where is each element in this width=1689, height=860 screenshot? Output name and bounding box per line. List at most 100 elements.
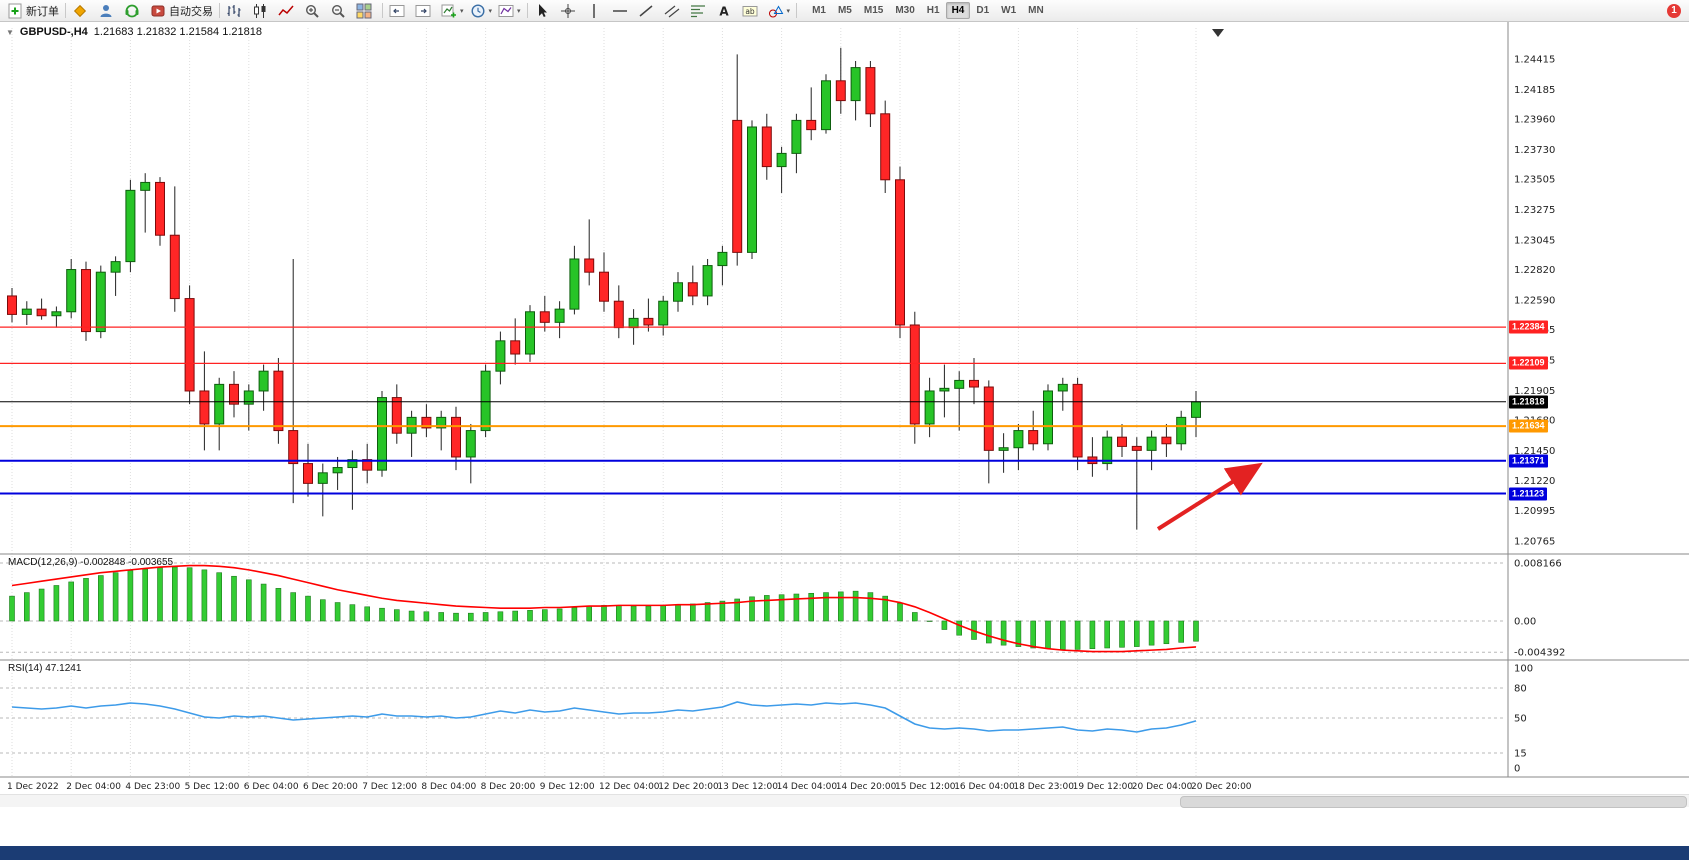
toolbar-separator bbox=[526, 3, 528, 18]
price-tag-1.21634[interactable]: 1.21634 bbox=[1509, 419, 1548, 433]
one-click-trading-icon[interactable]: ▼ bbox=[6, 27, 14, 37]
step-forward-button[interactable] bbox=[412, 0, 438, 21]
shapes-icon bbox=[768, 3, 784, 19]
zoom-in-button[interactable] bbox=[301, 0, 327, 21]
linechart-icon bbox=[278, 3, 294, 19]
svg-text:18 Dec 23:00: 18 Dec 23:00 bbox=[1013, 782, 1074, 792]
horizontal-line-button[interactable] bbox=[609, 0, 635, 21]
new-order-button[interactable]: 新订单 bbox=[4, 0, 62, 21]
svg-text:1.23960: 1.23960 bbox=[1514, 115, 1555, 126]
crosshair-button[interactable] bbox=[557, 0, 583, 21]
search-button[interactable] bbox=[1634, 0, 1660, 21]
svg-text:1.24185: 1.24185 bbox=[1514, 85, 1555, 96]
tab-timeframe-MN[interactable]: MN bbox=[1028, 5, 1044, 16]
zoom-out-button[interactable] bbox=[327, 0, 353, 21]
trend-arrow-annotation[interactable] bbox=[1156, 462, 1263, 531]
svg-text:13 Dec 12:00: 13 Dec 12:00 bbox=[717, 782, 778, 792]
horizontal-level-lines[interactable] bbox=[0, 326, 1506, 495]
scrollbar-thumb[interactable] bbox=[1180, 796, 1687, 808]
shapes-button[interactable]: ▾ bbox=[765, 0, 794, 21]
svg-text:1.23275: 1.23275 bbox=[1514, 205, 1555, 216]
tab-timeframe-D1[interactable]: D1 bbox=[976, 5, 990, 16]
periods-button[interactable]: ▾ bbox=[467, 0, 496, 21]
svg-text:1.21220: 1.21220 bbox=[1514, 476, 1555, 487]
price-tag-1.21371[interactable]: 1.21371 bbox=[1509, 454, 1548, 468]
tab-timeframe-W1[interactable]: W1 bbox=[1001, 5, 1017, 16]
chevron-down-icon: ▾ bbox=[786, 7, 791, 15]
templates-button[interactable]: ▾ bbox=[495, 0, 524, 21]
stepback-icon bbox=[389, 3, 405, 19]
svg-text:12 Dec 04:00: 12 Dec 04:00 bbox=[599, 782, 660, 792]
svg-text:15 Dec 12:00: 15 Dec 12:00 bbox=[895, 782, 956, 792]
bar-chart-button[interactable] bbox=[223, 0, 249, 21]
svg-text:14 Dec 20:00: 14 Dec 20:00 bbox=[836, 782, 897, 792]
price-tag-1.21818[interactable]: 1.21818 bbox=[1509, 395, 1548, 409]
chevron-down-icon: ▾ bbox=[460, 7, 464, 15]
tab-timeframe-M5[interactable]: M5 bbox=[837, 5, 852, 16]
tab-timeframe-M1[interactable]: M1 bbox=[812, 5, 826, 16]
svg-text:16 Dec 04:00: 16 Dec 04:00 bbox=[954, 782, 1015, 792]
autotrading-button[interactable]: 自动交易 bbox=[147, 0, 216, 21]
cursor-button[interactable] bbox=[531, 0, 557, 21]
fibonacci-button[interactable] bbox=[687, 0, 713, 21]
rsi-panel bbox=[0, 687, 1506, 754]
stepfwd-icon bbox=[415, 3, 431, 19]
channel-icon bbox=[664, 3, 680, 19]
step-back-button[interactable] bbox=[386, 0, 412, 21]
candlestick-chart-button[interactable] bbox=[249, 0, 275, 21]
new-order-button-label: 新订单 bbox=[26, 5, 59, 18]
svg-text:1.23505: 1.23505 bbox=[1514, 175, 1555, 186]
text-label-button[interactable]: ab bbox=[739, 0, 765, 21]
axes[interactable]: 1.24415 1.24185 1.23960 1.23730 1.23505 1.232… bbox=[0, 22, 1689, 792]
toolbar-separator bbox=[382, 3, 383, 18]
price-tag-1.22384[interactable]: 1.22384 bbox=[1509, 320, 1548, 334]
svg-text:8 Dec 20:00: 8 Dec 20:00 bbox=[481, 782, 536, 792]
data-window-button[interactable] bbox=[95, 0, 121, 21]
newchart-icon bbox=[441, 3, 457, 19]
tile-windows-button[interactable] bbox=[353, 0, 379, 21]
trendline-button[interactable] bbox=[635, 0, 661, 21]
chevron-down-icon: ▾ bbox=[517, 7, 521, 15]
autotrading-button-label: 自动交易 bbox=[169, 5, 213, 18]
svg-text:1.23730: 1.23730 bbox=[1514, 145, 1555, 156]
vertical-line-button[interactable] bbox=[583, 0, 609, 21]
horizontal-scrollbar[interactable] bbox=[0, 794, 1689, 808]
svg-text:1.21450: 1.21450 bbox=[1514, 446, 1555, 457]
bars-icon bbox=[226, 3, 242, 19]
price-tag-1.22109[interactable]: 1.22109 bbox=[1509, 356, 1548, 370]
tab-timeframe-M15[interactable]: M15 bbox=[863, 5, 884, 16]
candlestick-series bbox=[7, 29, 1224, 530]
text-button[interactable]: A bbox=[713, 0, 739, 21]
macd-panel bbox=[0, 562, 1506, 653]
svg-text:20 Dec 04:00: 20 Dec 04:00 bbox=[1132, 782, 1193, 792]
tab-timeframe-M30[interactable]: M30 bbox=[895, 5, 915, 16]
notification-badge[interactable]: 1 bbox=[1667, 3, 1681, 18]
toolbar-separator bbox=[796, 3, 798, 18]
support-button[interactable] bbox=[121, 0, 147, 21]
svg-text:4 Dec 23:00: 4 Dec 23:00 bbox=[125, 782, 180, 792]
svg-text:5 Dec 12:00: 5 Dec 12:00 bbox=[185, 782, 240, 792]
tile-icon bbox=[356, 3, 372, 19]
ohlc-values: 1.21683 1.21832 1.21584 1.21818 bbox=[93, 26, 262, 38]
autotrading-icon bbox=[150, 3, 166, 19]
svg-text:0: 0 bbox=[1514, 764, 1520, 775]
line-chart-button[interactable] bbox=[275, 0, 301, 21]
new-chart-button[interactable]: ▾ bbox=[438, 0, 467, 21]
template-icon bbox=[498, 3, 514, 19]
profile-icon bbox=[98, 3, 114, 19]
tab-timeframe-H1[interactable]: H1 bbox=[926, 5, 940, 16]
svg-text:7 Dec 12:00: 7 Dec 12:00 bbox=[362, 782, 417, 792]
svg-text:15: 15 bbox=[1514, 749, 1527, 760]
svg-text:1 Dec 2022: 1 Dec 2022 bbox=[7, 782, 59, 792]
svg-text:100: 100 bbox=[1514, 664, 1533, 675]
metaquotes-button[interactable] bbox=[69, 0, 95, 21]
price-tag-1.21123[interactable]: 1.21123 bbox=[1509, 487, 1548, 501]
tab-timeframe-H4[interactable]: H4 bbox=[945, 2, 971, 19]
svg-text:1.22590: 1.22590 bbox=[1514, 295, 1555, 306]
label-icon: ab bbox=[742, 3, 758, 19]
channel-button[interactable] bbox=[661, 0, 687, 21]
text-a-icon: A bbox=[716, 3, 732, 19]
clock-icon bbox=[470, 3, 486, 19]
